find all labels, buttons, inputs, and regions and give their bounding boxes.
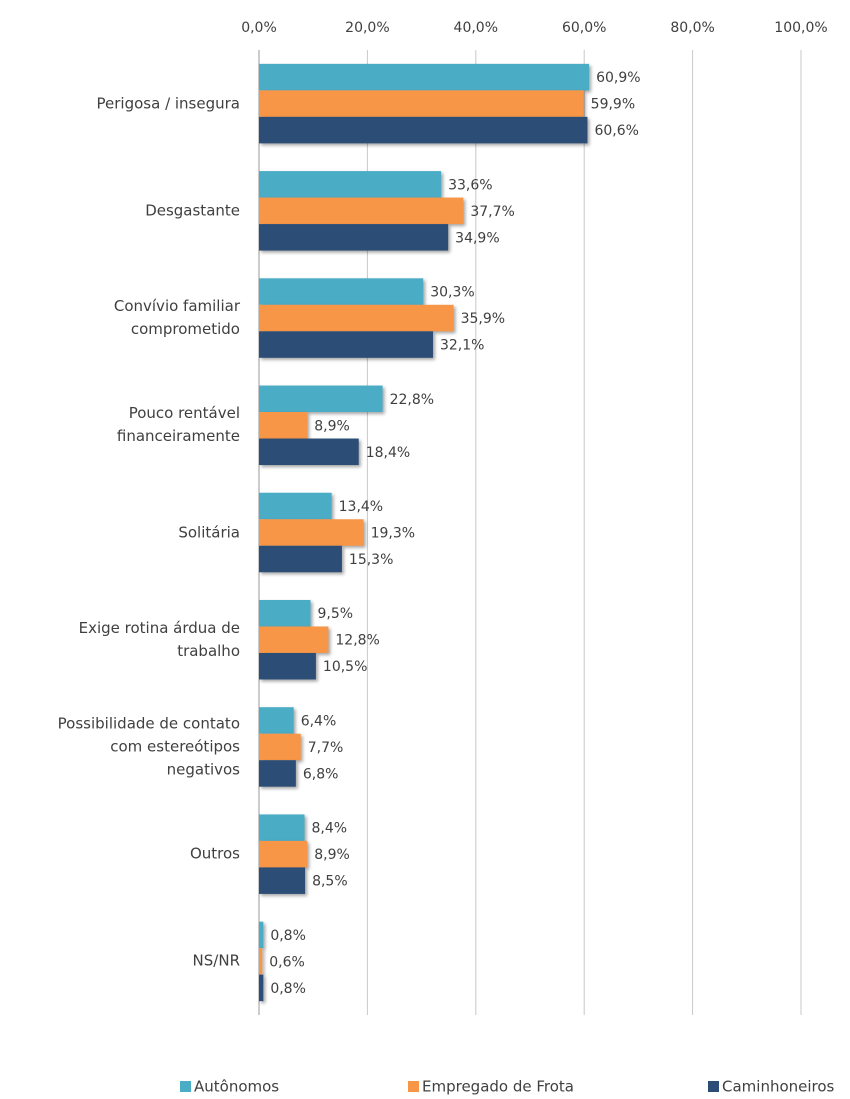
bar: [259, 171, 442, 198]
bar: [259, 974, 264, 1002]
data-label: 59,9%: [591, 97, 635, 113]
data-label: 12,8%: [335, 633, 379, 649]
data-label: 30,3%: [430, 285, 474, 301]
bar: [259, 840, 308, 868]
bar: [259, 197, 464, 225]
y-tick-label: Desgastante: [145, 201, 240, 220]
bar: [259, 760, 296, 787]
data-label: 35,9%: [461, 311, 505, 327]
y-tick-label: Outros: [189, 844, 240, 863]
data-label: 0,8%: [270, 928, 306, 944]
data-label: 15,3%: [349, 552, 393, 568]
bar: [259, 519, 364, 546]
bar: [259, 652, 316, 680]
legend-swatch: [408, 1081, 419, 1092]
legend-label: Autônomos: [194, 1078, 279, 1096]
y-tick-label: Exige rotina árdua de trabalho: [78, 618, 240, 660]
data-label: 13,4%: [339, 499, 383, 515]
data-label: 33,6%: [448, 177, 492, 193]
bar: [259, 921, 264, 949]
bar: [259, 116, 588, 144]
data-label: 60,9%: [596, 70, 640, 86]
bar: [259, 733, 301, 761]
data-label: 8,5%: [312, 874, 348, 890]
data-label: 6,8%: [303, 766, 339, 782]
data-label: 0,8%: [270, 981, 306, 997]
bar: [259, 90, 584, 117]
legend-label: Empregado de Frota: [422, 1078, 574, 1096]
data-label: 60,6%: [594, 123, 638, 139]
bar: [259, 545, 342, 573]
data-label: 6,4%: [301, 713, 337, 729]
data-label: 18,4%: [366, 445, 410, 461]
x-tick-label: 80,0%: [670, 20, 714, 36]
y-tick-label: NS/NR: [192, 951, 240, 970]
bar: [259, 707, 294, 734]
data-label: 7,7%: [308, 740, 344, 756]
x-tick-label: 100,0%: [774, 20, 827, 36]
bar: [259, 412, 308, 439]
y-tick-label: Perigosa / insegura: [96, 94, 240, 113]
data-label: 37,7%: [470, 204, 514, 220]
data-label: 8,9%: [314, 847, 350, 863]
y-tick-label: Possibilidade de contato com estereótipo…: [57, 714, 240, 779]
bar: [259, 331, 433, 358]
data-label: 19,3%: [371, 526, 415, 542]
y-tick-label: Solitária: [178, 523, 240, 541]
bar: [259, 278, 424, 305]
bar: [259, 385, 383, 413]
bar: [259, 438, 359, 466]
x-tick-label: 20,0%: [345, 20, 389, 36]
data-label: 8,4%: [312, 821, 348, 837]
y-tick-label: Convívio familiar comprometido: [113, 297, 240, 339]
legend-swatch: [708, 1081, 719, 1092]
bar: [259, 948, 263, 975]
bar: [259, 814, 305, 841]
data-label: 9,5%: [317, 606, 353, 622]
data-label: 8,9%: [314, 418, 350, 434]
x-tick-label: 40,0%: [454, 20, 498, 36]
data-label: 22,8%: [390, 392, 434, 408]
x-tick-label: 0,0%: [241, 20, 277, 36]
data-label: 34,9%: [455, 230, 499, 246]
data-label: 0,6%: [269, 954, 305, 970]
y-tick-label: Pouco rentável financeiramente: [116, 404, 240, 446]
x-tick-label: 60,0%: [562, 20, 606, 36]
data-label: 10,5%: [323, 659, 367, 675]
data-label: 32,1%: [440, 338, 484, 354]
bar: [259, 867, 306, 894]
bar: [259, 626, 329, 653]
bar: [259, 599, 311, 627]
bar: [259, 492, 332, 520]
bar: [259, 224, 449, 251]
bar: [259, 304, 454, 332]
bar: [259, 63, 590, 91]
legend-label: Caminhoneiros: [722, 1078, 835, 1096]
legend-swatch: [180, 1081, 191, 1092]
